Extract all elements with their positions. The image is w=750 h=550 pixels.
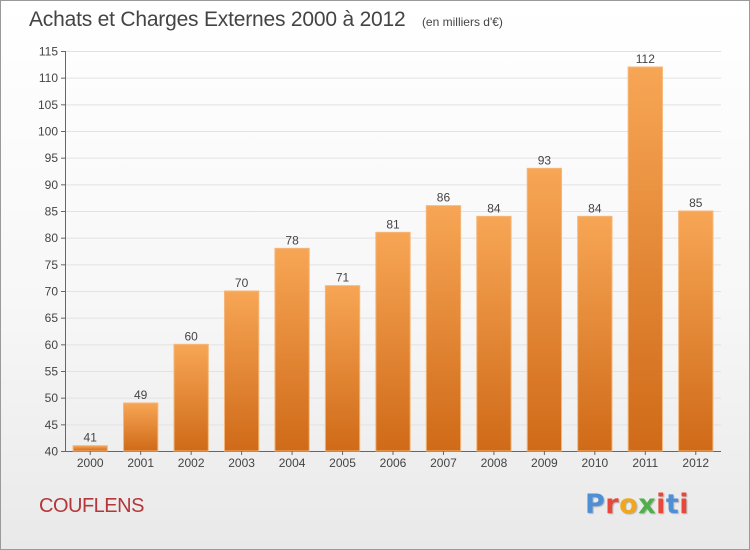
y-tick-label: 45 xyxy=(45,418,59,432)
data-label-2001: 49 xyxy=(134,388,148,402)
bar-2008[interactable] xyxy=(476,215,512,452)
chart-subtitle: (en milliers d'€) xyxy=(421,15,503,29)
y-tick-label: 90 xyxy=(45,178,59,192)
data-label-2007: 86 xyxy=(437,191,451,205)
logo-letter: o xyxy=(619,489,639,520)
data-label-2008: 84 xyxy=(487,201,501,215)
data-label-2003: 70 xyxy=(235,276,249,290)
y-tick-label: 75 xyxy=(45,258,59,272)
y-tick-label: 50 xyxy=(45,391,59,405)
data-label-2005: 71 xyxy=(336,271,350,285)
y-tick-label: 85 xyxy=(45,205,59,219)
bar-2012[interactable] xyxy=(678,210,714,452)
bar-2002[interactable] xyxy=(173,343,209,452)
x-tick-label: 2010 xyxy=(581,456,608,470)
x-tick-label: 2005 xyxy=(329,456,356,470)
data-label-2006: 81 xyxy=(386,217,400,231)
data-label-2002: 60 xyxy=(184,329,198,343)
data-label-2004: 78 xyxy=(285,233,299,247)
x-tick-label: 2007 xyxy=(430,456,457,470)
bar-2007[interactable] xyxy=(425,205,462,452)
bar-2000[interactable] xyxy=(72,445,108,452)
proxiti-logo[interactable]: Proxiti xyxy=(585,489,689,520)
bar-2001[interactable] xyxy=(123,402,159,452)
x-tick-label: 2000 xyxy=(77,456,104,470)
y-tick-label: 70 xyxy=(45,285,59,299)
x-tick-label: 2004 xyxy=(279,456,306,470)
data-label-2012: 85 xyxy=(689,196,703,210)
bar-2004[interactable] xyxy=(274,247,310,452)
x-tick-label: 2011 xyxy=(632,456,658,470)
x-tick-label: 2003 xyxy=(228,456,255,470)
y-tick-label: 65 xyxy=(45,311,59,325)
y-tick-label: 115 xyxy=(39,45,58,59)
logo-letter: i xyxy=(679,489,690,520)
bar-2005[interactable] xyxy=(324,285,361,452)
y-tick-label: 55 xyxy=(45,365,59,379)
y-tick-label: 110 xyxy=(39,71,58,85)
y-tick-label: 80 xyxy=(45,231,59,245)
y-tick-label: 60 xyxy=(45,338,59,352)
commune-name: COUFLENS xyxy=(39,495,144,517)
y-tick-label: 100 xyxy=(38,125,58,139)
data-label-2000: 41 xyxy=(84,431,98,445)
x-tick-label: 2001 xyxy=(127,456,154,470)
x-axis-ticks: 2000 2001 2002 2003 2004 2005 2006 2007 2008 2009… xyxy=(77,451,709,470)
bar-2010[interactable] xyxy=(577,215,613,452)
y-tick-label: 40 xyxy=(45,445,59,459)
bar-2011[interactable] xyxy=(627,66,663,452)
y-axis-ticks: 40 45 50 55 60 65 70 75 80 85 90 95 100 105 110 115 xyxy=(38,45,65,459)
bars: 41 49 60 70 78 71 81 86 84 93 84 112 85 xyxy=(72,52,714,452)
logo-letter: x xyxy=(638,489,657,520)
data-label-2010: 84 xyxy=(588,201,602,215)
x-tick-label: 2012 xyxy=(682,456,709,470)
y-tick-label: 95 xyxy=(45,151,59,165)
logo-letter: r xyxy=(605,489,620,520)
logo-letter: i xyxy=(656,489,666,520)
chart-title-row: Achats et Charges Externes 2000 à 2012 (… xyxy=(29,8,503,32)
data-label-2009: 93 xyxy=(538,153,552,167)
chart-title: Achats et Charges Externes 2000 à 2012 xyxy=(29,8,406,31)
x-tick-label: 2006 xyxy=(380,456,407,470)
bar-2009[interactable] xyxy=(526,167,563,452)
x-tick-label: 2009 xyxy=(531,456,558,470)
logo-letter: P xyxy=(585,489,606,520)
x-tick-label: 2002 xyxy=(178,456,205,470)
y-tick-label: 105 xyxy=(38,98,58,112)
x-tick-label: 2008 xyxy=(481,456,508,470)
bar-2006[interactable] xyxy=(375,231,411,452)
logo-letter: t xyxy=(665,489,680,520)
data-label-2011: 112 xyxy=(636,52,655,66)
bar-2003[interactable] xyxy=(223,290,260,452)
